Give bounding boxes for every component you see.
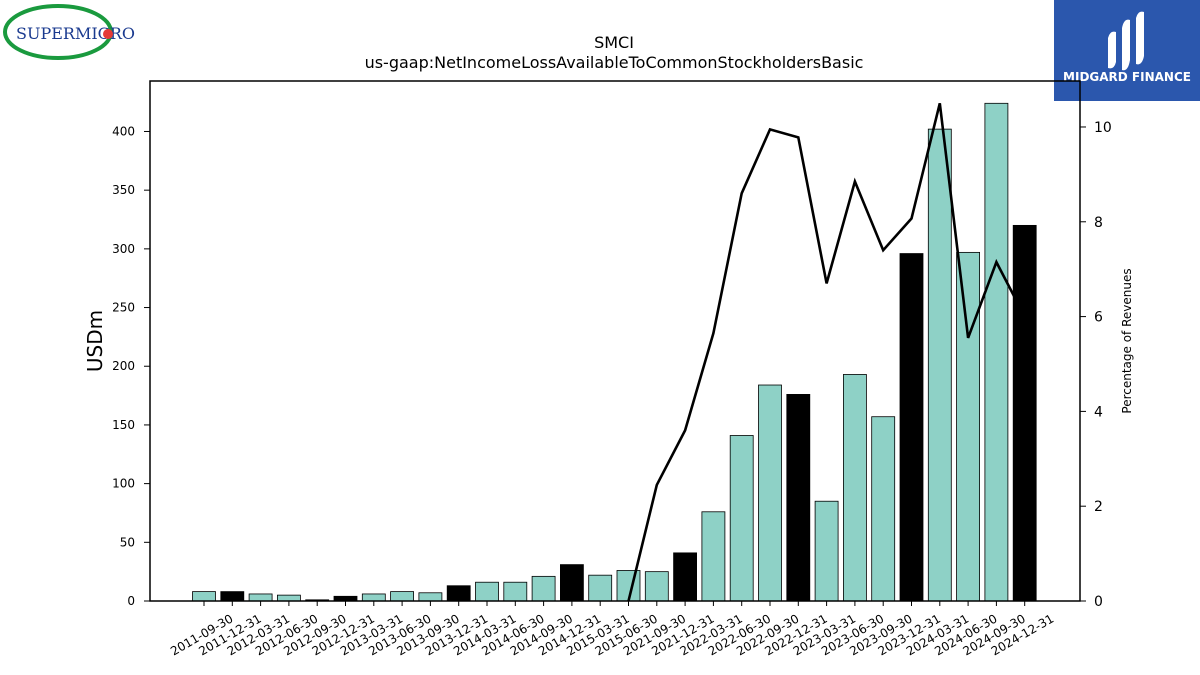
bar-2014-09-30 xyxy=(531,575,556,602)
bar-2013-03-31 xyxy=(361,593,386,602)
bar-2024-03-31 xyxy=(927,128,952,602)
y2-tick-label: 8 xyxy=(1094,215,1103,231)
bar-2013-06-30 xyxy=(390,591,415,602)
brand-name: MIDGARD FINANCE xyxy=(1063,70,1191,84)
y-tick-label: 200 xyxy=(112,359,135,373)
y-tick-label: 350 xyxy=(112,183,135,197)
bar-2014-03-31 xyxy=(475,581,499,602)
bar-series xyxy=(192,102,1037,602)
chart-title: SMCI xyxy=(594,33,634,52)
bar-2023-03-31 xyxy=(814,500,839,602)
plot-frame xyxy=(149,80,1081,602)
bar-2023-06-30 xyxy=(843,374,867,602)
x-axis-ticks: 2011-09-302011-12-312012-03-312012-06-30… xyxy=(168,601,1056,658)
logo-dot-icon xyxy=(103,29,113,39)
bar-2024-09-30 xyxy=(984,102,1009,602)
bar-2021-09-30 xyxy=(644,571,669,602)
supermicro-logo: SUPERMICRO xyxy=(3,4,135,60)
bar-2013-12-31 xyxy=(446,585,471,602)
bar-2024-12-31 xyxy=(1012,224,1037,602)
bar-2021-12-31 xyxy=(673,552,697,602)
y-tick-label: 400 xyxy=(112,124,135,138)
bar-2012-03-31 xyxy=(248,593,273,602)
bar-2023-12-31 xyxy=(899,253,924,602)
bar-2011-09-30 xyxy=(192,591,216,602)
y2-tick-label: 4 xyxy=(1094,404,1103,420)
bar-2015-03-31 xyxy=(588,574,613,602)
y2-tick-label: 2 xyxy=(1094,499,1103,515)
y2-tick-label: 6 xyxy=(1094,310,1103,326)
bar-2022-12-31 xyxy=(786,394,811,602)
y-tick-label: 150 xyxy=(112,418,135,432)
chart-subtitle: us-gaap:NetIncomeLossAvailableToCommonSt… xyxy=(365,53,864,72)
bar-2023-09-30 xyxy=(871,416,896,602)
bar-2011-12-31 xyxy=(220,591,245,602)
y-tick-label: 0 xyxy=(127,594,135,608)
bar-2024-06-30 xyxy=(956,251,980,602)
y2-axis-ticks: 0 2 4 6 8 10 xyxy=(1080,120,1112,610)
logo-text: SUPERMICRO xyxy=(16,24,135,43)
bar-2022-06-30 xyxy=(729,435,754,602)
percentage-line xyxy=(627,102,1026,602)
y2-axis-label: Percentage of Revenues xyxy=(1120,268,1134,413)
bar-2014-12-31 xyxy=(560,564,584,602)
bar-2014-06-30 xyxy=(503,581,528,602)
y2-tick-label: 0 xyxy=(1094,594,1103,610)
bar-2022-03-31 xyxy=(701,511,726,602)
y2-tick-label: 10 xyxy=(1094,120,1112,136)
y-tick-label: 250 xyxy=(112,301,135,315)
y-tick-label: 50 xyxy=(120,535,135,549)
bar-2022-09-30 xyxy=(758,384,782,602)
bar-2013-09-30 xyxy=(418,592,443,602)
line-series xyxy=(627,102,1026,602)
midgard-brand: MIDGARD FINANCE xyxy=(1054,0,1200,101)
bar-2012-06-30 xyxy=(276,594,301,602)
y-tick-label: 100 xyxy=(112,477,135,491)
y-axis-ticks: 0 50 100 150 200 250 300 350 400 xyxy=(112,124,150,608)
y-axis-label: USDm xyxy=(83,310,107,372)
y-tick-label: 300 xyxy=(112,242,135,256)
midgard-logo-icon xyxy=(1108,11,1144,71)
